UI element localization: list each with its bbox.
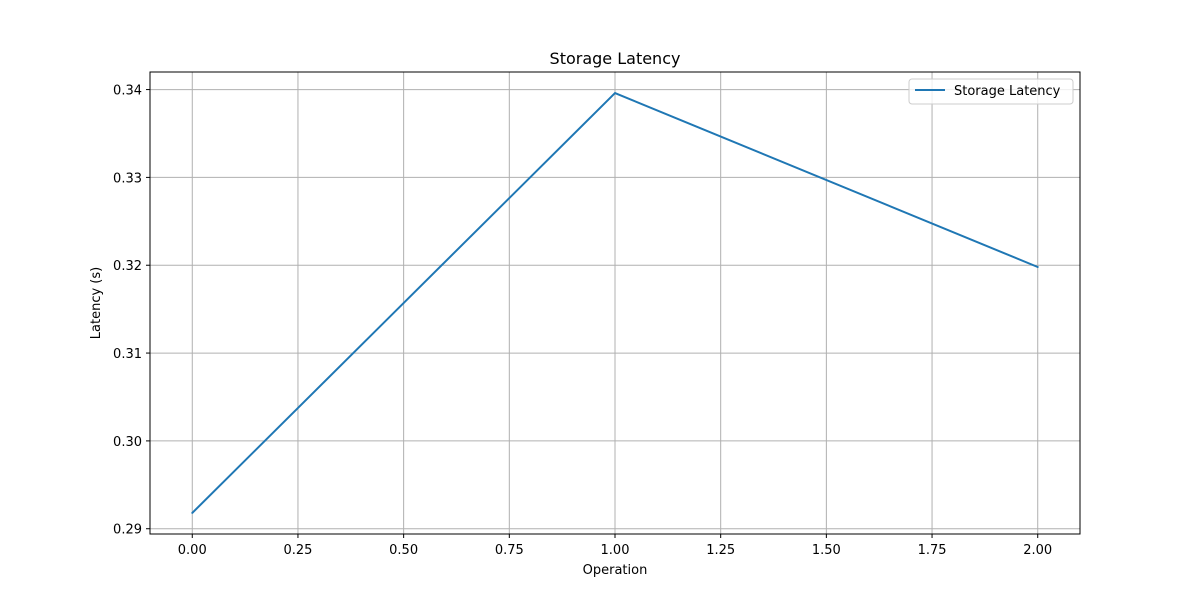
y-axis: 0.29 0.30 0.31 0.32 0.33 0.34 (113, 84, 150, 538)
x-tick-label: 1.25 (706, 543, 735, 558)
y-axis-label: Latency (s) (89, 267, 104, 339)
y-tick-label: 0.31 (113, 347, 142, 362)
series-layer (191, 92, 1039, 514)
grid (150, 72, 1080, 534)
x-tick-label: 0.50 (389, 543, 418, 558)
legend: Storage Latency (908, 78, 1074, 105)
x-tick-label: 1.00 (601, 543, 630, 558)
data-point (614, 92, 616, 95)
y-tick-label: 0.33 (113, 171, 142, 186)
y-tick-label: 0.29 (113, 523, 142, 538)
legend-box (908, 78, 1074, 105)
y-tick-label: 0.34 (113, 84, 142, 99)
x-tick-label: 0.00 (178, 543, 207, 558)
y-tick-label: 0.30 (113, 435, 142, 450)
x-tick-label: 1.75 (918, 543, 947, 558)
chart-title: Storage Latency (550, 49, 681, 68)
x-axis: 0.00 0.25 0.50 0.75 1.00 1.25 1.50 1.75 2.00 (178, 534, 1052, 558)
data-point (1036, 265, 1039, 268)
x-tick-label: 2.00 (1023, 543, 1052, 558)
x-axis-label: Operation (583, 563, 648, 578)
data-point (191, 511, 194, 514)
legend-label: Storage Latency (954, 84, 1061, 99)
x-tick-label: 0.75 (495, 543, 524, 558)
y-tick-label: 0.32 (113, 259, 142, 274)
x-tick-label: 0.25 (283, 543, 312, 558)
x-tick-label: 1.50 (812, 543, 841, 558)
